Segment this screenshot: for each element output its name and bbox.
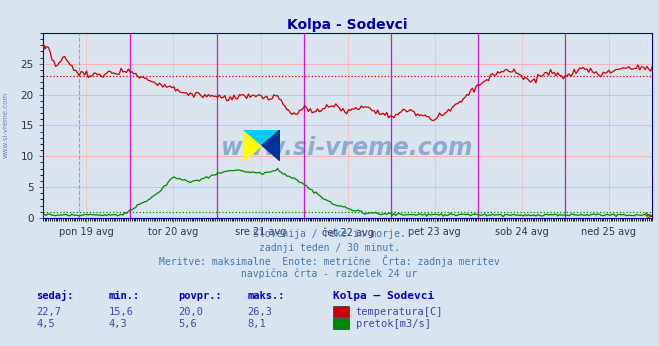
Text: 5,6: 5,6 (178, 319, 196, 329)
Text: navpična črta - razdelek 24 ur: navpična črta - razdelek 24 ur (241, 268, 418, 279)
Text: 4,5: 4,5 (36, 319, 55, 329)
Text: www.si-vreme.com: www.si-vreme.com (2, 91, 9, 158)
Text: 8,1: 8,1 (247, 319, 266, 329)
Text: pretok[m3/s]: pretok[m3/s] (356, 319, 431, 329)
Text: 26,3: 26,3 (247, 307, 272, 317)
Text: Kolpa – Sodevci: Kolpa – Sodevci (333, 291, 434, 301)
Text: 22,7: 22,7 (36, 307, 61, 317)
Text: zadnji teden / 30 minut.: zadnji teden / 30 minut. (259, 243, 400, 253)
Text: Meritve: maksimalne  Enote: metrične  Črta: zadnja meritev: Meritve: maksimalne Enote: metrične Črta… (159, 255, 500, 267)
Text: www.si-vreme.com: www.si-vreme.com (221, 136, 474, 160)
Text: min.:: min.: (109, 291, 140, 301)
Title: Kolpa - Sodevci: Kolpa - Sodevci (287, 18, 408, 32)
Text: sedaj:: sedaj: (36, 290, 74, 301)
Polygon shape (244, 130, 262, 161)
Polygon shape (262, 130, 280, 161)
Polygon shape (244, 130, 280, 145)
Text: maks.:: maks.: (247, 291, 285, 301)
Text: povpr.:: povpr.: (178, 291, 221, 301)
Text: Slovenija / reke in morje.: Slovenija / reke in morje. (253, 229, 406, 239)
Text: 15,6: 15,6 (109, 307, 134, 317)
Text: temperatura[C]: temperatura[C] (356, 307, 444, 317)
Text: 20,0: 20,0 (178, 307, 203, 317)
Text: 4,3: 4,3 (109, 319, 127, 329)
